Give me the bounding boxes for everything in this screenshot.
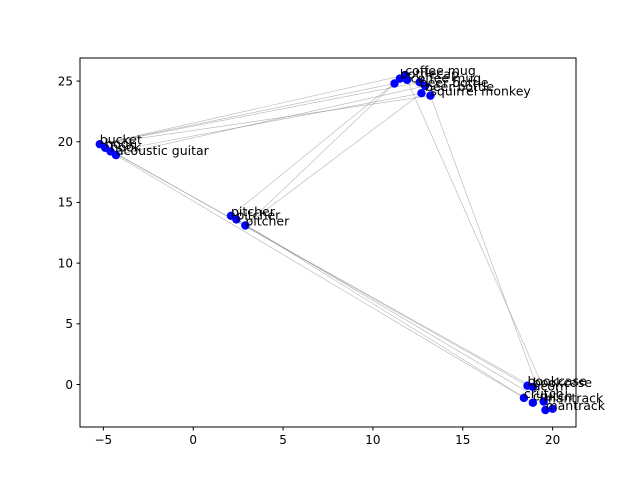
x-tick-label: 15 — [455, 433, 470, 447]
x-tick-label: −5 — [95, 433, 113, 447]
y-tick-label: 25 — [58, 74, 73, 88]
y-tick-label: 20 — [58, 135, 73, 149]
y-tick-label: 0 — [65, 378, 73, 392]
point-label: squirrel monkey — [430, 84, 531, 99]
x-tick-label: 10 — [365, 433, 380, 447]
y-tick-label: 15 — [58, 196, 73, 210]
data-point — [390, 79, 398, 87]
x-tick-label: 20 — [545, 433, 560, 447]
point-label: acoustic guitar — [116, 143, 210, 158]
y-tick-label: 5 — [65, 317, 73, 331]
y-tick-label: 10 — [58, 256, 73, 270]
x-tick-label: 5 — [279, 433, 287, 447]
point-label: pitcher — [245, 214, 290, 229]
x-tick-label: 0 — [189, 433, 197, 447]
